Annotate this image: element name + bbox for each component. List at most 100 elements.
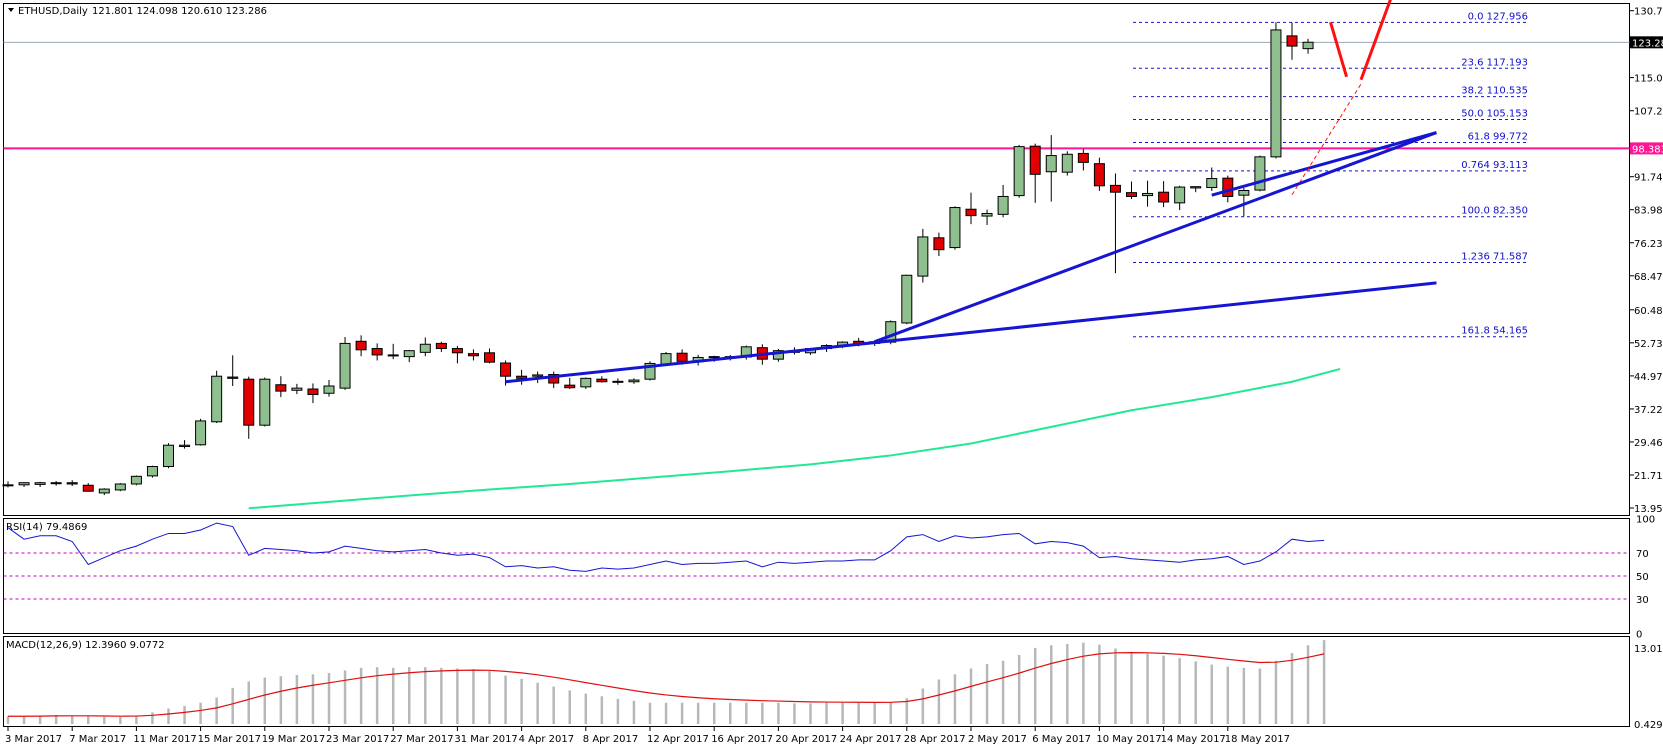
rsi-layer: 100 70 50 30 0	[3, 515, 1655, 641]
candle-bullish	[163, 443, 174, 469]
projection-arrow	[1329, 0, 1392, 81]
price-axis: 130.705 123.286 115.005 107.225 98.383 91.740…	[1629, 7, 1663, 515]
candle-body	[387, 354, 399, 357]
price-tick-label: 60.485	[1634, 306, 1663, 317]
candles-layer	[2, 22, 1314, 496]
candle-bearish	[467, 349, 479, 361]
candle-body	[451, 348, 463, 354]
price-tick-label: 98.383	[1632, 144, 1663, 155]
candle-body	[933, 237, 945, 251]
candle-body	[917, 236, 929, 277]
candle-body	[1286, 35, 1298, 47]
candle-bullish	[291, 383, 303, 395]
date-tick-label: 28 Apr 2017	[904, 734, 966, 745]
candle-bearish	[355, 335, 367, 357]
candle-body	[708, 356, 720, 359]
candle-bullish	[997, 184, 1009, 218]
price-tick-label: 21.710	[1634, 471, 1663, 482]
candle-body	[1077, 152, 1089, 163]
candle-body	[644, 362, 656, 380]
candle-bullish	[34, 481, 46, 487]
candle-body	[275, 384, 287, 392]
candle-bullish	[1045, 135, 1057, 202]
price-tick-label: 52.735	[1634, 339, 1663, 350]
price-tick-label: 68.475	[1634, 272, 1663, 283]
trendlines-layer	[505, 83, 1437, 384]
candle-body	[355, 340, 367, 351]
candle-body	[1222, 177, 1234, 197]
date-tick-label: 3 Mar 2017	[5, 734, 62, 745]
candle-body	[1238, 189, 1250, 196]
candle-bullish	[612, 378, 624, 385]
candle-body	[1061, 153, 1073, 173]
candle-body	[243, 378, 255, 426]
date-tick-label: 23 Mar 2017	[326, 734, 389, 745]
candle-body	[50, 482, 62, 485]
candle-body	[500, 362, 512, 377]
ohlc-header: 121.801 124.098 120.610 123.286	[92, 6, 267, 17]
macd-layer: 13.0143 0.4299	[6, 640, 1663, 731]
candle-body	[516, 375, 528, 379]
price-tick-label: 37.220	[1634, 405, 1663, 416]
candle-body	[612, 380, 624, 383]
date-tick-label: 7 Mar 2017	[69, 734, 126, 745]
price-tick-label: 115.005	[1634, 74, 1663, 85]
candle-bearish	[548, 371, 560, 389]
fib-level-label: 0.764 93.113	[1461, 160, 1528, 171]
candle-bullish	[644, 361, 656, 381]
candle-body	[179, 444, 191, 447]
candle-bearish	[1286, 22, 1298, 60]
date-axis: 3 Mar 2017 7 Mar 2017 11 Mar 2017 15 Mar 20…	[5, 727, 1290, 745]
date-tick-label: 24 Apr 2017	[840, 734, 902, 745]
fib-level-label: 0.0 127.956	[1468, 11, 1528, 22]
candle-bearish	[66, 480, 78, 487]
date-tick-label: 18 May 2017	[1225, 734, 1290, 745]
candle-bearish	[371, 343, 383, 361]
arrow-up-leg	[1359, 0, 1392, 81]
candle-body	[580, 377, 592, 388]
candle-bullish	[1206, 167, 1218, 191]
candle-body	[1126, 192, 1137, 197]
candle-body	[1093, 163, 1105, 187]
candle-bullish	[18, 482, 30, 487]
candle-bullish	[1270, 22, 1282, 159]
price-tick-label: 13.955	[1634, 504, 1663, 515]
candle-bullish	[949, 206, 961, 250]
candle-body	[1190, 186, 1202, 189]
candle-body	[34, 482, 46, 485]
candle-bullish	[917, 228, 929, 283]
candle-body	[307, 388, 319, 396]
candle-body	[2, 484, 14, 487]
chart-title: ETHUSD,Daily	[18, 6, 88, 17]
fib-level-label: 100.0 82.350	[1461, 206, 1528, 217]
macd-axis-label: 0.4299	[1634, 720, 1663, 731]
price-tick-label: 107.225	[1634, 107, 1663, 118]
candle-body	[419, 343, 431, 353]
candle-body	[1254, 156, 1266, 191]
candle-body	[1013, 146, 1025, 197]
candle-body	[981, 212, 993, 217]
last-price-tag	[1630, 36, 1663, 49]
candle-bullish	[1238, 187, 1250, 217]
candle-body	[403, 350, 415, 358]
macd-panel-frame	[3, 636, 1630, 727]
candle-body	[211, 375, 223, 423]
fibonacci-layer: 0.0 127.956 23.6 117.193 38.2 110.535 50.0 …	[1133, 11, 1528, 338]
candle-bullish	[179, 440, 191, 449]
candle-bearish	[965, 192, 977, 225]
date-tick-label: 4 Apr 2017	[519, 734, 574, 745]
candle-bullish	[580, 377, 592, 389]
fib-level-label: 23.6 117.193	[1461, 57, 1528, 68]
price-tick-label: 76.230	[1634, 239, 1663, 250]
candle-bearish	[307, 383, 319, 404]
price-tick-label: 91.740	[1634, 173, 1663, 184]
candle-body	[259, 378, 271, 426]
candle-bearish	[82, 483, 94, 492]
candle-body	[1109, 184, 1121, 193]
candle-bearish	[1093, 157, 1105, 191]
date-tick-label: 11 Mar 2017	[133, 734, 196, 745]
date-tick-label: 14 May 2017	[1161, 734, 1226, 745]
candle-bullish	[114, 483, 126, 492]
candle-body	[323, 385, 335, 394]
